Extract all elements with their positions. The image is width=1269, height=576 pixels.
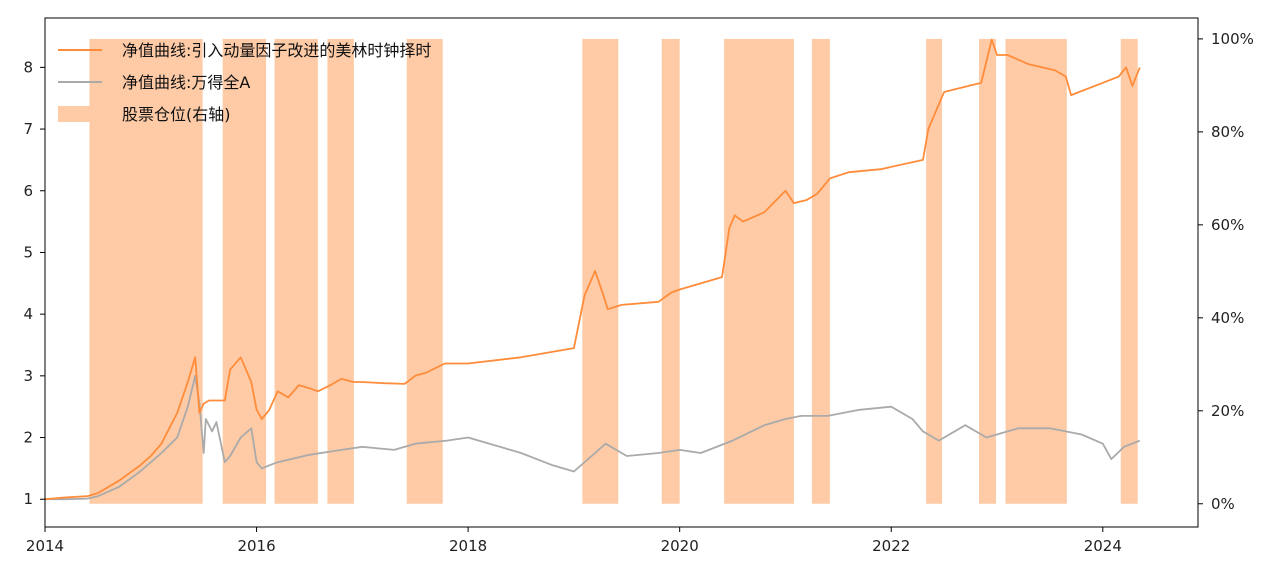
legend-label-1: 净值曲线:万得全A [122, 73, 250, 92]
legend-label-0: 净值曲线:引入动量因子改进的美林时钟择时 [122, 41, 431, 60]
position-band-3 [327, 38, 354, 504]
x-tick-label-2018: 2018 [449, 537, 487, 555]
position-band-8 [811, 38, 830, 504]
legend-swatch-2 [58, 106, 102, 122]
y-tick-label-7: 7 [23, 120, 33, 138]
y2-tick-label-4: 80% [1211, 123, 1244, 141]
position-band-4 [406, 38, 443, 504]
wind-all-a-nav-line [45, 374, 1141, 501]
plot-frame [44, 17, 1199, 528]
y-tick-label-1: 1 [23, 490, 33, 508]
x-axis: 2014 2016 2018 2020 2022 2024 [26, 527, 1122, 555]
y-axis-right: 0% 20% 40% 60% 80% 100% [1198, 30, 1254, 513]
x-tick-label-2020: 2020 [661, 537, 699, 555]
x-tick-label-2016: 2016 [237, 537, 275, 555]
strategy-nav-line [44, 38, 1141, 501]
legend-label-2: 股票仓位(右轴) [122, 105, 231, 124]
position-band-10 [979, 38, 996, 504]
y2-tick-label-1: 20% [1211, 402, 1244, 420]
position-band-5 [582, 38, 619, 504]
position-band-9 [926, 38, 943, 504]
y-axis-left: 1 2 3 4 5 6 7 8 [23, 58, 45, 508]
x-tick-label-2024: 2024 [1084, 537, 1122, 555]
y-tick-label-4: 4 [23, 305, 33, 323]
y2-tick-label-2: 40% [1211, 309, 1244, 327]
y2-tick-label-3: 60% [1211, 216, 1244, 234]
position-band-7 [724, 38, 794, 504]
position-band-2 [274, 38, 318, 504]
position-band-12 [1120, 38, 1138, 504]
position-band-0 [89, 38, 203, 504]
position-band-11 [1005, 38, 1067, 504]
position-bands [89, 38, 1138, 504]
y-tick-label-2: 2 [23, 429, 33, 447]
y-tick-label-6: 6 [23, 182, 33, 200]
position-band-6 [661, 38, 680, 504]
y-tick-label-3: 3 [23, 367, 33, 385]
y-tick-label-5: 5 [23, 243, 33, 261]
series-lines [44, 38, 1141, 501]
x-tick-label-2014: 2014 [26, 537, 64, 555]
y-tick-label-8: 8 [23, 58, 33, 76]
y2-tick-label-5: 100% [1211, 30, 1254, 48]
y2-tick-label-0: 0% [1211, 495, 1235, 513]
x-tick-label-2022: 2022 [872, 537, 910, 555]
position-band-1 [222, 38, 267, 504]
